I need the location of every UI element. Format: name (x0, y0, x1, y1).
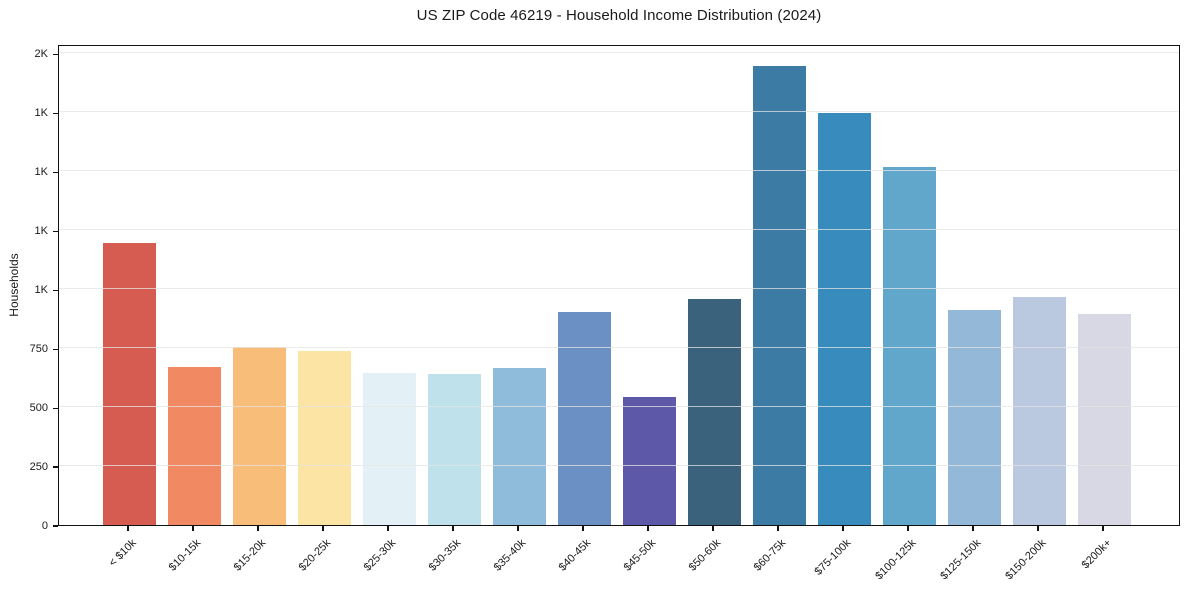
gridline (59, 406, 1179, 408)
x-tick-label: $35-40k (491, 537, 529, 574)
x-tick-label: $125-150k (938, 537, 984, 583)
plot-area (58, 45, 1180, 526)
x-tick-labels: < $10k $10-15k $15-20k $20-25k $25-30k $30-35… (0, 537, 1189, 590)
x-tick-mark (582, 526, 584, 531)
gridline (59, 229, 1179, 231)
y-tick-label: 750 (29, 343, 48, 356)
x-tick-mark (387, 526, 389, 531)
gridline (59, 465, 1179, 467)
y-tick-label: 1K (34, 284, 48, 297)
x-tick-label: $75-100k (812, 537, 854, 578)
y-tick-label: 500 (29, 402, 48, 415)
gridline (59, 170, 1179, 172)
x-tick-mark (1102, 526, 1104, 531)
y-tick-mark (53, 466, 58, 468)
x-tick-mark (647, 526, 649, 531)
x-tick-mark (322, 526, 324, 531)
gridline (59, 347, 1179, 349)
x-tick-label: $100-125k (873, 537, 919, 583)
y-tick-mark (53, 53, 58, 56)
bar-15 (1012, 297, 1066, 525)
bar-7 (492, 368, 546, 525)
bar-3 (232, 346, 286, 525)
bar-5 (362, 372, 416, 525)
x-tick-mark (842, 526, 844, 531)
bar-10 (687, 299, 741, 525)
bar-8 (557, 311, 611, 525)
y-tick-label: 0 (41, 520, 48, 532)
y-tick-mark (53, 230, 58, 232)
x-tick-mark (517, 526, 519, 531)
x-tick-mark (192, 526, 194, 531)
chart-title: US ZIP Code 46219 - Household Income Dis… (416, 7, 822, 24)
x-tick-label: $25-30k (361, 537, 399, 574)
bar-6 (427, 374, 481, 525)
y-tick-mark (53, 289, 58, 291)
x-tick-label: $30-35k (426, 537, 464, 574)
gridline (59, 52, 1179, 54)
x-tick-mark (452, 526, 454, 531)
bar-13 (882, 167, 936, 525)
y-tick-label: 250 (29, 461, 48, 474)
x-tick-mark (127, 526, 129, 531)
x-tick-label: $60-75k (751, 537, 789, 574)
gridline (59, 111, 1179, 113)
bar-4 (297, 351, 351, 525)
y-tick-mark (53, 525, 58, 527)
y-tick-label: 1K (34, 225, 48, 238)
y-tick-mark (53, 112, 58, 114)
y-tick-label: 1K (34, 166, 48, 179)
x-tick-label: $50-60k (686, 537, 724, 574)
bar-9 (622, 396, 676, 525)
x-tick-label: $45-50k (621, 537, 659, 574)
x-tick-label: $10-15k (166, 537, 204, 574)
y-tick-mark (53, 348, 58, 350)
x-tick-label: $150-200k (1003, 537, 1049, 583)
y-tick-label: 1K (34, 107, 48, 120)
bar-2 (167, 367, 221, 525)
y-tick-mark (53, 407, 58, 409)
gridline (59, 288, 1179, 290)
y-tick-mark (53, 171, 58, 173)
x-tick-mark (907, 526, 909, 531)
bar-1 (102, 243, 156, 525)
x-tick-mark (712, 526, 714, 531)
x-tick-label: $40-45k (556, 537, 594, 574)
y-tick-label: 2K (34, 48, 48, 61)
bar-12 (817, 112, 871, 525)
x-tick-mark (777, 526, 779, 531)
x-tick-label: $200k+ (1079, 537, 1114, 572)
bar-16 (1077, 313, 1131, 525)
x-tick-label: < $10k (106, 537, 139, 570)
x-tick-mark (972, 526, 974, 531)
x-tick-mark (1037, 526, 1039, 531)
x-tick-mark (257, 526, 259, 531)
bar-14 (947, 310, 1001, 525)
x-tick-label: $20-25k (296, 537, 334, 574)
bar-11 (752, 66, 806, 525)
y-tick-labels: 0 250 500 750 1K 1K 1K 1K 2K (0, 45, 48, 532)
x-tick-label: $15-20k (231, 537, 269, 574)
